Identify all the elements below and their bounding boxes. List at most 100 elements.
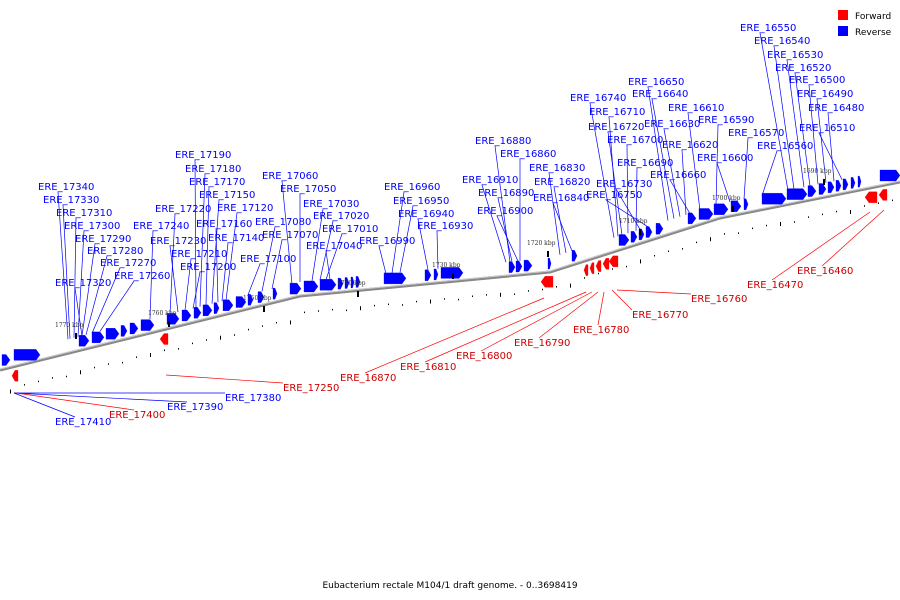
reverse-gene-label: ERE_17020 xyxy=(313,211,369,222)
reverse-gene-label: ERE_17190 xyxy=(175,150,231,161)
reverse-gene-label: ERE_17330 xyxy=(43,195,99,206)
forward-gene xyxy=(864,191,878,203)
reverse-gene-label: ERE_16720 xyxy=(588,122,644,133)
reverse-gene-label: ERE_16560 xyxy=(757,141,813,152)
forward-gene xyxy=(583,264,589,276)
reverse-gene-label: ERE_17180 xyxy=(185,164,241,175)
tick-dot xyxy=(612,268,613,270)
scale-tick xyxy=(547,251,549,257)
reverse-gene xyxy=(257,291,265,303)
legend-forward-swatch xyxy=(838,10,848,20)
label-connector xyxy=(716,162,731,203)
reverse-gene xyxy=(289,282,302,295)
reverse-gene xyxy=(129,322,139,335)
reverse-gene xyxy=(698,208,714,220)
label-connector xyxy=(165,374,284,384)
reverse-gene-label: ERE_16820 xyxy=(534,177,590,188)
label-connector xyxy=(364,297,545,374)
tick-dot xyxy=(500,292,501,297)
label-connector xyxy=(794,72,811,187)
reverse-gene-label: ERE_17160 xyxy=(196,219,252,230)
label-connector xyxy=(669,179,691,214)
reverse-gene-label: ERE_17150 xyxy=(199,190,255,201)
tick-dot xyxy=(262,325,263,327)
reverse-gene-label: ERE_16700 xyxy=(607,135,663,146)
tick-dot xyxy=(24,384,25,386)
label-connector xyxy=(261,226,276,292)
tick-dot xyxy=(318,310,319,312)
label-connector xyxy=(538,291,599,339)
label-connector xyxy=(607,131,623,236)
reverse-gene-label: ERE_17320 xyxy=(55,278,111,289)
reverse-gene xyxy=(303,280,319,293)
tick-dot xyxy=(402,304,403,306)
reverse-gene-label: ERE_16520 xyxy=(775,63,831,74)
forward-gene-label: ERE_16760 xyxy=(691,294,747,305)
tick-dot xyxy=(486,294,487,296)
forward-gene xyxy=(540,276,554,288)
tick-dot xyxy=(780,222,781,226)
tick-dot xyxy=(80,370,81,375)
scale-tick xyxy=(823,179,825,185)
forward-gene-label: ERE_16810 xyxy=(400,362,456,373)
reverse-gene-label: ERE_16880 xyxy=(475,136,531,147)
scale-tick xyxy=(263,306,265,312)
scale-tick xyxy=(75,333,77,339)
reverse-gene xyxy=(515,260,523,273)
tick-dot xyxy=(304,311,305,314)
label-connector xyxy=(816,98,827,183)
legend-reverse-label: Reverse xyxy=(855,28,892,38)
label-connector xyxy=(91,267,121,334)
label-connector xyxy=(194,159,197,308)
scale-label: 1720 kbp xyxy=(527,240,556,247)
reverse-gene-label: ERE_17030 xyxy=(303,199,359,210)
reverse-gene xyxy=(713,203,729,215)
tick-dot xyxy=(178,348,179,350)
reverse-gene xyxy=(440,267,464,279)
reverse-gene-label: ERE_16600 xyxy=(697,153,753,164)
label-connector xyxy=(149,230,154,320)
label-connector xyxy=(378,245,387,274)
reverse-gene-label: ERE_17240 xyxy=(133,221,189,232)
reverse-gene xyxy=(645,226,653,238)
reverse-gene xyxy=(383,272,407,285)
reverse-gene-label: ERE_17100 xyxy=(240,254,296,265)
label-connector xyxy=(215,228,219,303)
reverse-gene-label: ERE_16910 xyxy=(462,175,518,186)
label-connector xyxy=(221,242,229,302)
reverse-gene-label: ERE_17310 xyxy=(56,208,112,219)
tick-dot xyxy=(766,224,767,227)
reverse-gene-label: ERE_16500 xyxy=(789,75,845,86)
tick-dot xyxy=(864,205,865,207)
scale-tick xyxy=(168,321,170,327)
reverse-gene xyxy=(807,185,817,197)
reverse-gene-label: ERE_17390 xyxy=(167,402,223,413)
gene-labels: ERE_17340 ERE_17330 ERE_17310 ERE_17300 ERE_… xyxy=(38,23,864,428)
reverse-gene-label: ERE_17080 xyxy=(255,217,311,228)
label-connector xyxy=(494,145,511,262)
reverse-gene-label: ERE_17290 xyxy=(75,234,131,245)
reverse-gene-label: ERE_16570 xyxy=(728,128,784,139)
reverse-gene xyxy=(879,169,900,182)
reverse-gene xyxy=(193,307,202,319)
reverse-gene-label: ERE_16830 xyxy=(529,163,585,174)
label-connector xyxy=(597,291,605,326)
reverse-gene xyxy=(508,261,516,273)
label-connector xyxy=(496,215,519,262)
tick-dot xyxy=(682,248,683,250)
reverse-gene xyxy=(202,304,213,316)
label-connector xyxy=(681,149,687,215)
label-connector xyxy=(399,205,414,273)
reverse-gene-label: ERE_17010 xyxy=(322,224,378,235)
label-connector xyxy=(15,392,135,411)
forward-gene xyxy=(602,258,610,270)
tick-dot xyxy=(584,277,585,279)
tick-dot xyxy=(794,221,795,223)
reverse-gene-label: ERE_17340 xyxy=(38,182,94,193)
label-connector xyxy=(663,128,681,217)
tick-dot xyxy=(556,286,557,288)
reverse-gene xyxy=(743,198,749,210)
reverse-gene xyxy=(687,212,697,225)
tick-dot xyxy=(52,377,53,379)
